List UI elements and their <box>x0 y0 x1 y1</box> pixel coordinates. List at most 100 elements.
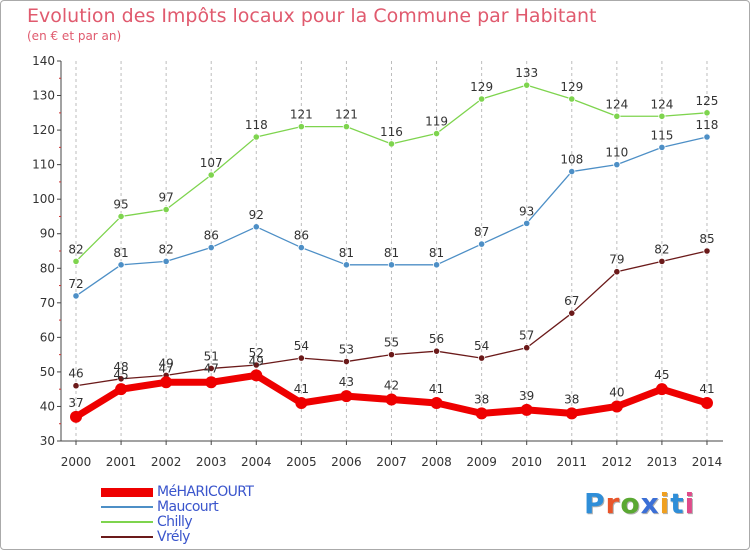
data-point <box>523 344 531 352</box>
data-label: 86 <box>294 229 309 243</box>
legend-label: Vrély <box>157 529 190 545</box>
data-point <box>523 81 531 89</box>
data-label: 38 <box>474 392 489 406</box>
data-point <box>613 161 621 169</box>
data-label: 118 <box>245 118 268 132</box>
data-point <box>115 383 128 396</box>
data-point <box>568 167 576 176</box>
logo-letter: o <box>620 487 641 520</box>
data-point <box>432 347 441 355</box>
data-label: 45 <box>654 368 669 382</box>
x-tick-label: 2000 <box>61 455 92 469</box>
x-tick-label: 2001 <box>106 455 137 469</box>
data-point <box>658 112 666 120</box>
x-tick-label: 2012 <box>602 455 633 469</box>
data-label: 81 <box>384 246 399 260</box>
x-tick-label: 2013 <box>647 455 678 469</box>
y-tick-label: 80 <box>40 261 55 275</box>
data-point <box>520 403 533 416</box>
data-label: 72 <box>68 277 83 291</box>
chart-title: Evolution des Impôts locaux pour la Comm… <box>27 5 597 27</box>
data-point <box>387 140 396 148</box>
y-tick-label: 110 <box>32 158 55 172</box>
legend-label: MéHARICOURT <box>157 484 254 500</box>
data-label: 81 <box>113 246 128 260</box>
data-label: 46 <box>68 367 83 381</box>
data-point <box>72 292 80 300</box>
data-point <box>613 268 621 276</box>
data-point <box>478 354 486 362</box>
x-tick-label: 2011 <box>556 455 587 469</box>
y-tick-label: 50 <box>40 365 55 379</box>
data-point <box>250 369 263 382</box>
data-label: 129 <box>560 80 583 94</box>
data-point <box>297 354 305 362</box>
data-label: 54 <box>474 339 489 353</box>
data-point <box>162 257 170 265</box>
legend: MéHARICOURT Maucourt Chilly Vrély <box>101 484 361 545</box>
data-point <box>70 410 82 423</box>
data-point <box>475 407 488 420</box>
data-label: 129 <box>470 80 493 94</box>
data-point <box>297 123 305 131</box>
x-tick-label: 2002 <box>151 455 182 469</box>
legend-swatch <box>101 487 153 497</box>
data-label: 40 <box>609 385 624 399</box>
data-label: 42 <box>384 379 399 393</box>
legend-swatch <box>101 506 153 508</box>
data-point <box>297 243 305 252</box>
data-label: 47 <box>204 361 219 375</box>
legend-label: Chilly <box>157 514 193 530</box>
y-tick-label: 70 <box>40 296 55 310</box>
logo-letter: t <box>670 487 685 520</box>
data-label: 41 <box>294 382 309 396</box>
data-label: 37 <box>68 396 83 410</box>
data-label: 57 <box>519 329 534 343</box>
data-point <box>342 123 351 131</box>
logo-letter: i <box>684 487 696 520</box>
legend-item-vrely: Vrély <box>101 529 361 545</box>
data-point <box>703 247 711 255</box>
data-point <box>252 361 260 369</box>
data-label: 81 <box>339 246 354 260</box>
data-label: 52 <box>249 346 264 360</box>
x-tick-label: 2003 <box>196 455 227 469</box>
data-label: 116 <box>380 125 403 139</box>
data-point <box>658 257 666 265</box>
data-label: 124 <box>650 97 673 111</box>
data-label: 92 <box>249 208 264 222</box>
data-label: 38 <box>564 392 579 406</box>
x-tick-label: 2010 <box>511 455 542 469</box>
data-point <box>340 390 353 403</box>
data-label: 47 <box>158 361 173 375</box>
x-tick-label: 2006 <box>331 455 362 469</box>
data-label: 53 <box>339 343 354 357</box>
data-label: 54 <box>294 339 309 353</box>
y-tick-label: 140 <box>32 54 55 68</box>
proxiti-logo: Proxiti <box>584 487 695 520</box>
logo-letter: P <box>584 487 606 520</box>
data-label: 95 <box>113 197 128 211</box>
data-label: 41 <box>429 382 444 396</box>
data-label: 115 <box>650 128 673 142</box>
data-label: 79 <box>609 253 624 267</box>
data-point <box>205 376 218 389</box>
x-tick-label: 2009 <box>466 455 497 469</box>
data-point <box>252 133 260 141</box>
data-label: 49 <box>249 354 264 368</box>
data-point <box>658 143 666 151</box>
data-point <box>478 240 486 248</box>
data-label: 85 <box>699 232 714 246</box>
data-point <box>613 112 621 120</box>
data-label: 48 <box>113 360 128 374</box>
chart-subtitle: (en € et par an) <box>27 29 122 43</box>
data-label: 82 <box>654 242 669 256</box>
data-point <box>207 364 215 373</box>
data-point <box>252 223 260 231</box>
data-point <box>478 95 486 103</box>
data-labels: 46 48 49 51 52 54 53 55 56 54 57 67 79 82 85 72 81 82 86 92… <box>68 66 718 410</box>
data-point <box>72 382 80 390</box>
data-point <box>162 205 170 214</box>
